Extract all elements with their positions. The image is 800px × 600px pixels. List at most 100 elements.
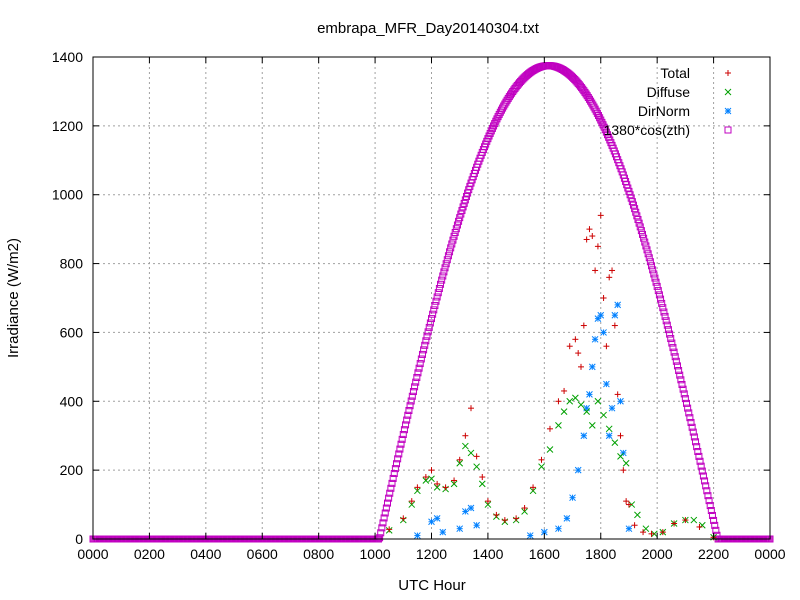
cos-zth-point	[451, 228, 459, 236]
cos-zth-point	[634, 215, 642, 223]
cos-zth-point	[688, 423, 696, 431]
legend-label: Diffuse	[647, 84, 691, 100]
y-tick-label: 0	[75, 531, 83, 547]
cos-zth-point	[681, 395, 689, 403]
dirnorm-point	[569, 494, 576, 502]
cos-zth-point	[637, 227, 645, 235]
cos-zth-point	[689, 428, 697, 436]
total-point	[386, 526, 393, 533]
cos-zth-point	[684, 404, 692, 412]
cos-zth-point	[386, 489, 394, 497]
dirnorm-point	[614, 301, 622, 309]
cos-zth-point	[659, 304, 667, 312]
cos-zth-point	[398, 435, 406, 443]
dirnorm-point	[428, 518, 435, 526]
total-point	[400, 515, 407, 522]
x-tick-label: 0400	[190, 546, 221, 562]
x-tick-label: 0800	[303, 546, 334, 562]
total-point	[696, 523, 703, 530]
cos-zth-point	[594, 112, 602, 120]
dirnorm-point	[597, 311, 605, 319]
cos-zth-point	[669, 344, 677, 352]
y-axis-title: Irradiance (W/m2)	[5, 238, 22, 358]
cos-zth-point	[399, 431, 407, 439]
diffuse-point	[642, 525, 650, 533]
cos-zth-point	[417, 355, 425, 363]
cos-zth-point	[650, 270, 658, 278]
cos-zth-point	[598, 118, 606, 126]
legend-label: Total	[660, 65, 690, 81]
cos-zth-point	[695, 452, 703, 460]
cos-zth-point	[383, 499, 391, 507]
cos-zth-point	[685, 409, 693, 417]
cos-zth-point	[379, 519, 387, 527]
cos-zth-point	[707, 507, 715, 515]
cos-zth-point	[675, 367, 683, 375]
cos-zth-point	[387, 484, 395, 492]
diffuse-point	[484, 501, 492, 508]
x-tick-label: 0200	[134, 546, 165, 562]
cos-zth-point	[701, 477, 709, 485]
cos-zth-point	[413, 373, 421, 381]
cos-zth-point	[599, 121, 607, 129]
total-point	[530, 484, 537, 491]
cos-zth-point	[596, 114, 604, 122]
diffuse-point	[529, 487, 537, 495]
cos-zth-point	[641, 238, 649, 246]
diffuse-point	[617, 453, 624, 460]
total-point	[467, 405, 474, 412]
total-point	[484, 498, 491, 505]
diffuse-point	[473, 463, 480, 471]
y-tick-label: 200	[60, 462, 84, 478]
dirnorm-point	[563, 514, 571, 522]
cos-zth-point	[492, 117, 500, 125]
cos-zth-point	[593, 109, 601, 117]
dirnorm-point	[591, 335, 599, 343]
cos-zth-point	[455, 217, 463, 225]
total-point	[603, 343, 610, 350]
cos-zth-point	[416, 360, 424, 368]
dirnorm-point	[603, 380, 610, 388]
diffuse-point	[408, 501, 416, 508]
total-point	[625, 501, 632, 508]
cos-zth-point	[450, 232, 458, 240]
cos-zth-point	[636, 223, 644, 231]
cos-zth-point	[710, 516, 718, 524]
diffuse-point	[461, 442, 469, 450]
cos-zth-point	[433, 293, 441, 301]
cos-zth-point	[457, 210, 465, 218]
total-point	[640, 529, 647, 536]
cos-zth-point	[418, 350, 426, 358]
cos-zth-point	[633, 212, 641, 220]
cos-zth-point	[592, 107, 600, 115]
cos-zth-point	[663, 321, 671, 329]
x-tick-label: 0000	[754, 546, 785, 562]
cos-zth-point	[703, 487, 711, 495]
cos-zth-point	[646, 258, 654, 266]
cos-zth-point	[706, 502, 714, 510]
cos-zth-point	[702, 482, 710, 490]
diffuse-point	[611, 439, 619, 446]
cos-zth-point	[442, 260, 450, 268]
cos-zth-point	[415, 364, 423, 372]
cos-zth-point	[664, 326, 672, 334]
legend-label: 1380*cos(zth)	[604, 122, 690, 138]
cos-zth-point	[677, 376, 685, 384]
cos-zth-point	[421, 341, 429, 349]
diffuse-point	[690, 516, 698, 524]
cos-zth-point	[712, 526, 720, 534]
cos-zth-point	[690, 433, 698, 441]
cos-zth-point	[422, 337, 430, 345]
cos-zth-point	[632, 208, 640, 216]
cos-zth-point	[696, 457, 704, 465]
diffuse-point	[414, 487, 421, 495]
total-point	[682, 517, 689, 524]
cos-zth-point	[699, 472, 707, 480]
cos-zth-point	[414, 369, 422, 377]
total-point	[546, 425, 553, 432]
axis-ticks: 0000 0200 0400 0600 0800 1000 1200 1400 1600 1800…	[52, 49, 786, 562]
x-tick-label: 1800	[585, 546, 616, 562]
diffuse-point	[605, 425, 613, 433]
total-point	[614, 391, 621, 398]
